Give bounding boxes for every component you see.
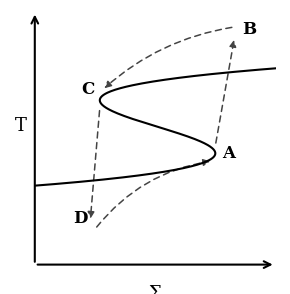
Text: Σ: Σ bbox=[149, 285, 162, 294]
Text: A: A bbox=[222, 145, 235, 162]
Text: C: C bbox=[82, 81, 95, 98]
Text: T: T bbox=[14, 116, 26, 135]
Text: B: B bbox=[242, 21, 256, 38]
Text: D: D bbox=[73, 210, 88, 227]
